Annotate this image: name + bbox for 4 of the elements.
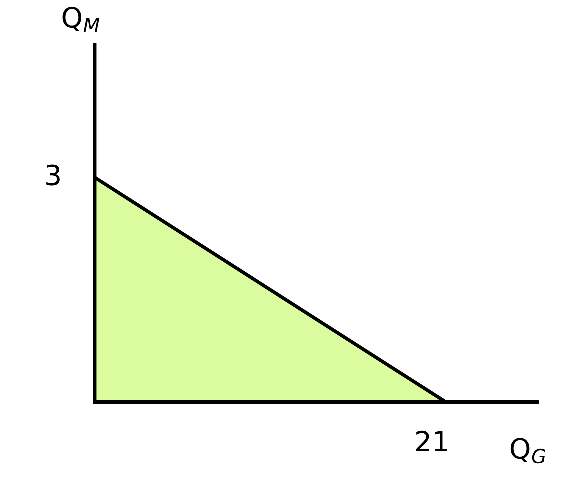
- text: 21: [416, 430, 448, 452]
- text: 3: [46, 164, 60, 186]
- text: Q$_{M}$: [62, 7, 100, 32]
- x-axis-title: Q$_{G}$: [510, 438, 546, 464]
